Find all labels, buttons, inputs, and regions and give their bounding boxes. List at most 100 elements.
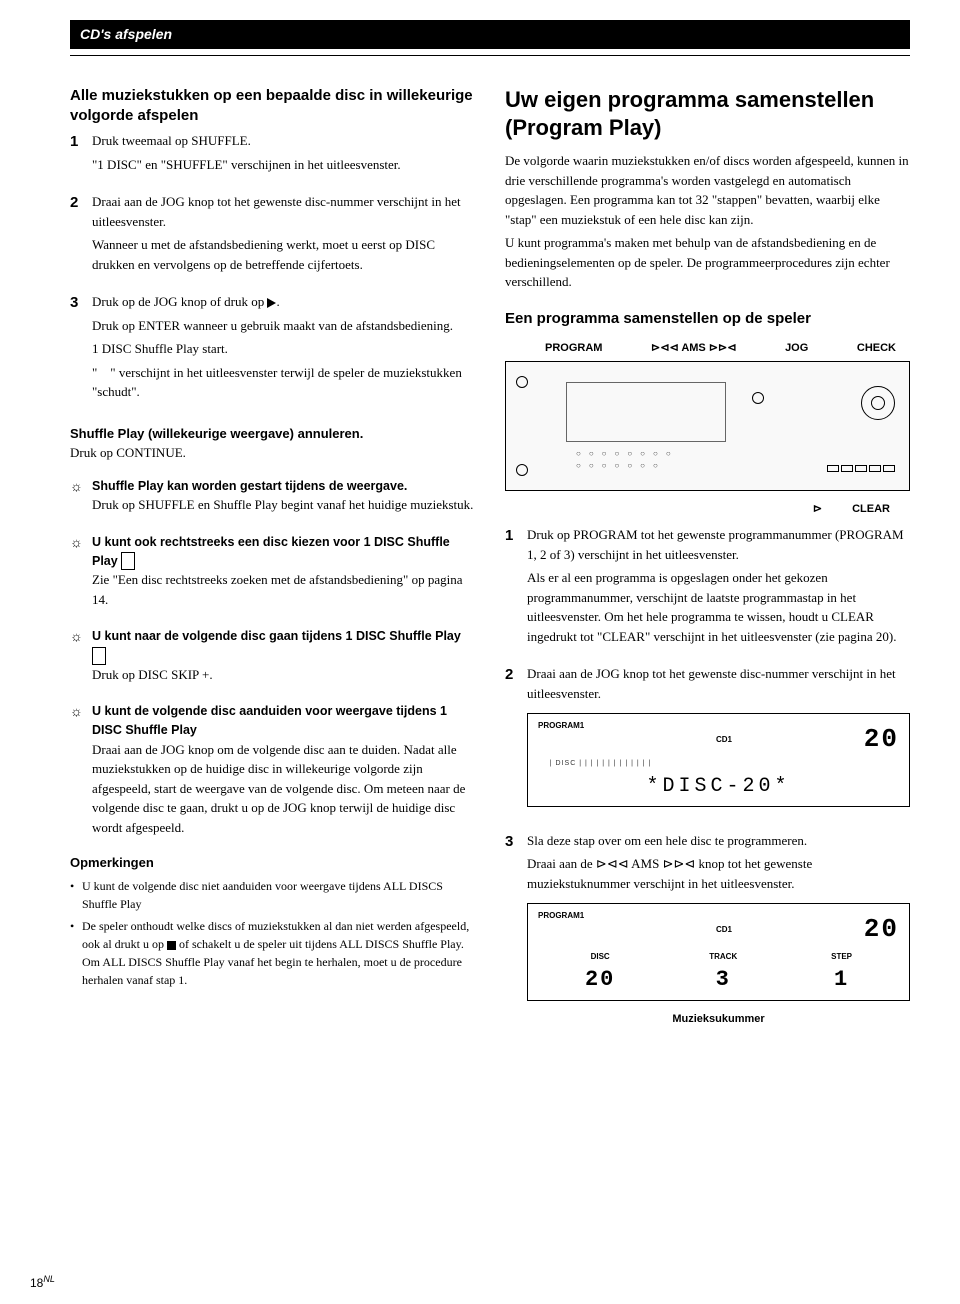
tip-body: Zie "Een disc rechtstreeks zoeken met de… bbox=[92, 570, 475, 609]
remote-icon bbox=[121, 552, 135, 570]
step-body: Druk tweemaal op SHUFFLE. "1 DISC" en "S… bbox=[92, 131, 475, 178]
step-body: Draai aan de JOG knop tot het gewenste d… bbox=[92, 192, 475, 278]
right-intro2: U kunt programma's maken met behulp van … bbox=[505, 233, 910, 292]
display-disc-block: DISC 20 bbox=[585, 951, 615, 996]
step-text: " " verschijnt in het uitleesvenster ter… bbox=[92, 363, 475, 402]
left-step: 1 Druk tweemaal op SHUFFLE. "1 DISC" en … bbox=[70, 131, 475, 178]
display-caption: Muzieksukummer bbox=[527, 1011, 910, 1028]
right-step: 2 Draai aan de JOG knop tot het gewenste… bbox=[505, 664, 910, 817]
step-body: Druk op PROGRAM tot het gewenste program… bbox=[527, 525, 910, 650]
tip-item: ☼ U kunt naar de volgende disc gaan tijd… bbox=[70, 627, 475, 688]
tip-title: Shuffle Play kan worden gestart tijdens … bbox=[92, 477, 475, 496]
diagram-panel bbox=[566, 382, 726, 442]
device-bottom-labels: ⊳ CLEAR bbox=[505, 501, 910, 518]
right-step: 3 Sla deze stap over om een hele disc te… bbox=[505, 831, 910, 1028]
step-text: Draai aan de JOG knop tot het gewenste d… bbox=[92, 192, 475, 231]
two-column-layout: Alle muziekstukken op een bepaalde disc … bbox=[70, 86, 910, 1042]
tip-body: Draai aan de JOG knop om de volgende dis… bbox=[92, 740, 475, 838]
jog-knob-inner-icon bbox=[871, 396, 885, 410]
tip-body: Druk op DISC SKIP +. bbox=[92, 665, 475, 685]
display-big-number: 20 bbox=[864, 720, 899, 759]
step-number: 1 bbox=[70, 131, 92, 178]
right-subtitle: Een programma samenstellen op de speler bbox=[505, 308, 910, 331]
tip-item: ☼ Shuffle Play kan worden gestart tijden… bbox=[70, 477, 475, 519]
note-item: De speler onthoudt welke discs of muziek… bbox=[82, 917, 475, 989]
display-step-label: STEP bbox=[831, 951, 852, 963]
step-number: 2 bbox=[505, 664, 527, 817]
label-ams: ⊳⊲⊲ AMS ⊳⊳⊲ bbox=[651, 340, 736, 357]
display-step-value: 1 bbox=[831, 963, 852, 996]
page-number: 18NL bbox=[30, 1273, 55, 1292]
header-rule bbox=[70, 55, 910, 56]
diagram-circle bbox=[516, 464, 528, 476]
display-panel-2: PROGRAM1 CD1 20 DISC 20 TRACK 3 bbox=[527, 903, 910, 1001]
note-item: U kunt de volgende disc niet aanduiden v… bbox=[82, 877, 475, 913]
display-program-label: PROGRAM1 bbox=[538, 720, 584, 732]
display-ticks: | DISC | | | | | | | | | | | | | bbox=[538, 759, 899, 770]
label-clear: CLEAR bbox=[852, 501, 890, 518]
label-play: ⊳ bbox=[813, 501, 822, 518]
left-steps: 1 Druk tweemaal op SHUFFLE. "1 DISC" en … bbox=[70, 131, 475, 406]
tip-body: Druk op SHUFFLE en Shuffle Play begint v… bbox=[92, 495, 475, 515]
left-column: Alle muziekstukken op een bepaalde disc … bbox=[70, 86, 475, 1042]
display-program-label: PROGRAM1 bbox=[538, 910, 584, 922]
step-text: Wanneer u met de afstandsbediening werkt… bbox=[92, 235, 475, 274]
tip-title: U kunt naar de volgende disc gaan tijden… bbox=[92, 627, 475, 665]
tip-icon: ☼ bbox=[70, 702, 92, 841]
display-disc-label: DISC bbox=[585, 951, 615, 963]
step-text: Sla deze stap over om een hele disc te p… bbox=[527, 831, 910, 851]
right-intro: De volgorde waarin muziekstukken en/of d… bbox=[505, 151, 910, 229]
play-icon bbox=[267, 298, 276, 308]
display-cd-label: CD1 bbox=[716, 924, 732, 936]
tip-icon: ☼ bbox=[70, 477, 92, 519]
step-body: Draai aan de JOG knop tot het gewenste d… bbox=[527, 664, 910, 817]
right-steps: 1 Druk op PROGRAM tot het gewenste progr… bbox=[505, 525, 910, 1028]
cancel-body: Druk op CONTINUE. bbox=[70, 445, 186, 460]
step-text: "1 DISC" en "SHUFFLE" verschijnen in het… bbox=[92, 155, 475, 175]
device-diagram: ○ ○ ○ ○ ○ ○ ○ ○○ ○ ○ ○ ○ ○ ○ bbox=[505, 361, 910, 491]
display-disc-value: 20 bbox=[585, 963, 615, 996]
step-text: Druk tweemaal op SHUFFLE. bbox=[92, 131, 475, 151]
step-number: 1 bbox=[505, 525, 527, 650]
cancel-title: Shuffle Play (willekeurige weergave) ann… bbox=[70, 426, 363, 441]
right-title: Uw eigen programma samenstellen (Program… bbox=[505, 86, 910, 141]
display-big-number: 20 bbox=[864, 910, 899, 949]
tip-title: U kunt de volgende disc aanduiden voor w… bbox=[92, 702, 475, 740]
remote-icon bbox=[92, 647, 106, 665]
device-label-row: PROGRAM ⊳⊲⊲ AMS ⊳⊳⊲ JOG CHECK bbox=[505, 340, 910, 357]
right-column: Uw eigen programma samenstellen (Program… bbox=[505, 86, 910, 1042]
display-track-block: TRACK 3 bbox=[709, 951, 737, 996]
label-program: PROGRAM bbox=[545, 340, 602, 357]
stop-icon bbox=[167, 941, 176, 950]
step-body: Sla deze stap over om een hele disc te p… bbox=[527, 831, 910, 1028]
cancel-block: Shuffle Play (willekeurige weergave) ann… bbox=[70, 424, 475, 463]
diagram-button-row: ○ ○ ○ ○ ○ ○ ○ ○○ ○ ○ ○ ○ ○ ○ bbox=[576, 448, 674, 472]
step-number: 3 bbox=[505, 831, 527, 1028]
notes-list: U kunt de volgende disc niet aanduiden v… bbox=[70, 877, 475, 989]
step-text: Druk op de JOG knop of druk op . bbox=[92, 292, 475, 312]
step-number: 2 bbox=[70, 192, 92, 278]
display-cd-label: CD1 bbox=[716, 734, 732, 746]
left-title: Alle muziekstukken op een bepaalde disc … bbox=[70, 86, 475, 125]
step-text: Draai aan de ⊳⊲⊲ AMS ⊳⊳⊲ knop tot het ge… bbox=[527, 854, 910, 893]
step-text: Als er al een programma is opgeslagen on… bbox=[527, 568, 910, 646]
diagram-circle bbox=[752, 392, 764, 404]
step-number: 3 bbox=[70, 292, 92, 406]
display-main-text: *DISC-20* bbox=[538, 772, 899, 802]
display-panel-1: PROGRAM1 CD1 20 | DISC | | | | | | | | |… bbox=[527, 713, 910, 807]
display-step-block: STEP 1 bbox=[831, 951, 852, 996]
display-track-value: 3 bbox=[709, 963, 737, 996]
notes-title: Opmerkingen bbox=[70, 853, 475, 873]
step-text: Draai aan de JOG knop tot het gewenste d… bbox=[527, 664, 910, 703]
step-text: 1 DISC Shuffle Play start. bbox=[92, 339, 475, 359]
diagram-buttons bbox=[827, 465, 895, 472]
step-text: Druk op PROGRAM tot het gewenste program… bbox=[527, 525, 910, 564]
tip-item: ☼ U kunt de volgende disc aanduiden voor… bbox=[70, 702, 475, 841]
label-check: CHECK bbox=[857, 340, 896, 357]
label-jog: JOG bbox=[785, 340, 808, 357]
diagram-circle bbox=[516, 376, 528, 388]
tip-item: ☼ U kunt ook rechtstreeks een disc kieze… bbox=[70, 533, 475, 614]
display-track-label: TRACK bbox=[709, 951, 737, 963]
tip-icon: ☼ bbox=[70, 627, 92, 688]
step-text: Druk op ENTER wanneer u gebruik maakt va… bbox=[92, 316, 475, 336]
